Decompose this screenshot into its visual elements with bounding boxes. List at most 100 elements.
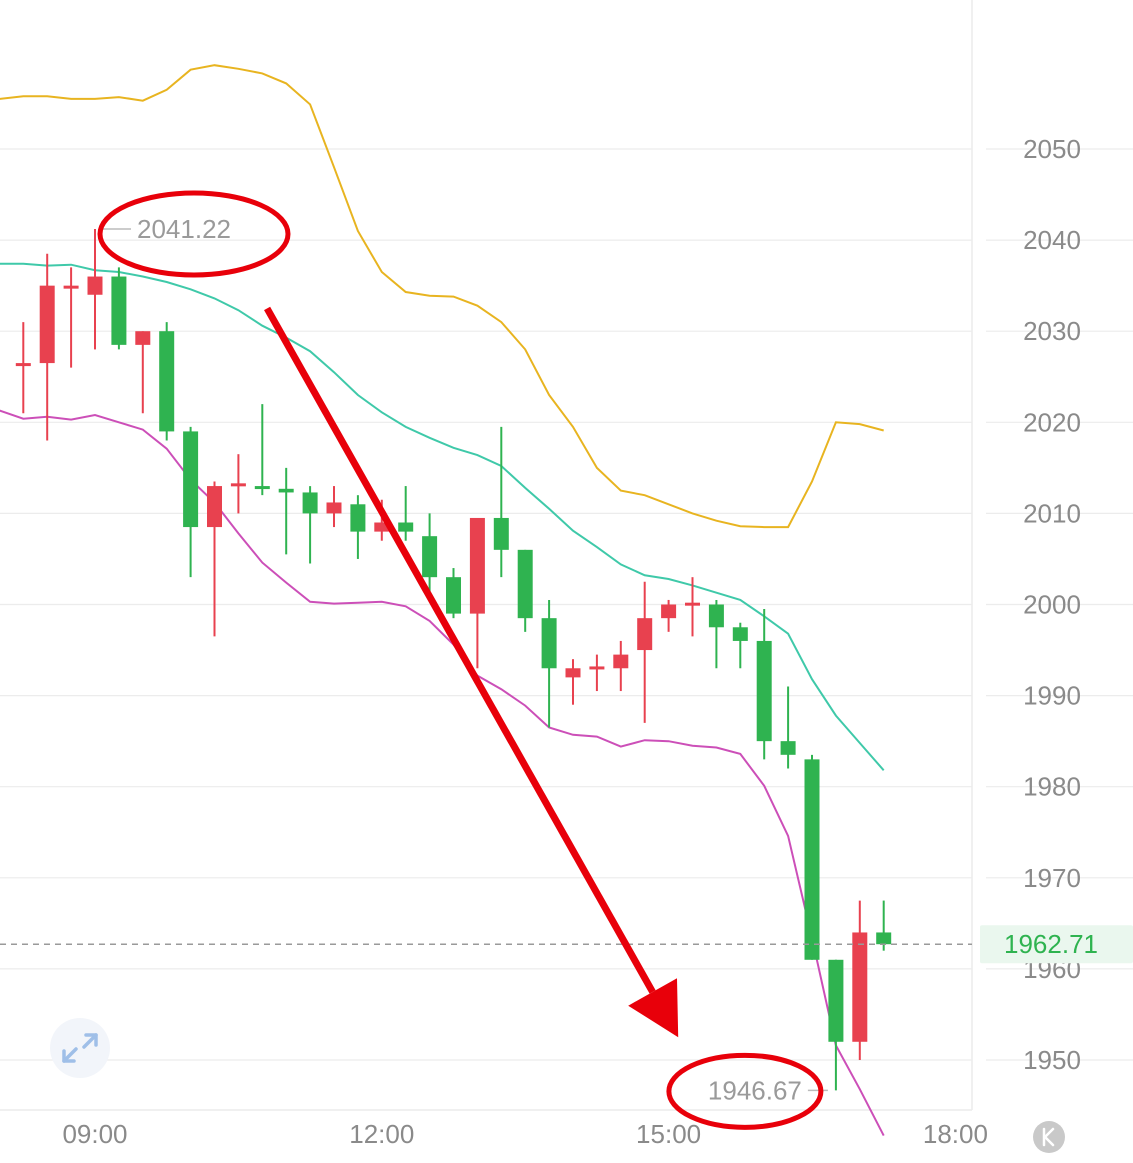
low-price-label: 1946.67 (708, 1075, 802, 1105)
candle-body (852, 932, 868, 1042)
trend-arrow-shaft (264, 306, 656, 994)
candle (517, 549, 533, 632)
annotations: 2041.22 1946.67 (97, 190, 828, 1130)
candle (446, 568, 461, 619)
candle (469, 517, 485, 669)
candle-body (183, 431, 199, 528)
candle (111, 267, 127, 350)
y-tick-label: 2010 (1023, 498, 1081, 528)
expand-icon (62, 1033, 98, 1063)
candle-body (637, 618, 653, 651)
candle-body (207, 486, 222, 528)
y-tick-label: 1980 (1023, 772, 1081, 802)
candle (852, 900, 868, 1060)
k-logo-icon[interactable] (1033, 1121, 1065, 1153)
candle-body (159, 331, 175, 432)
candle-body (87, 276, 103, 295)
candle-body (708, 604, 724, 628)
candles (15, 228, 892, 1091)
candle (708, 599, 724, 669)
candle-body (278, 488, 294, 493)
candle (422, 513, 438, 596)
y-tick-label: 1950 (1023, 1045, 1081, 1075)
candle-body (517, 549, 533, 619)
current-price-label: 1962.71 (1004, 929, 1098, 959)
candle (350, 495, 366, 559)
candle-body (541, 618, 557, 669)
candle (63, 267, 79, 368)
time-axis: 09:00 12:00 15:00 18:00 (62, 1119, 987, 1149)
candle (804, 754, 820, 960)
candle-body (756, 640, 772, 742)
trend-arrow-head (628, 978, 679, 1038)
candle (207, 481, 222, 637)
x-tick-label: 12:00 (349, 1119, 414, 1149)
candle-body (15, 363, 31, 367)
candle-body (39, 285, 55, 364)
y-tick-label: 2020 (1023, 407, 1081, 437)
candle (159, 322, 175, 441)
candle-body (135, 331, 151, 345)
candle-body (469, 517, 485, 614)
fullscreen-button[interactable] (50, 1018, 110, 1078)
grid-lines (0, 148, 1133, 1061)
k-glyph-icon (1042, 1127, 1055, 1147)
candle-body (350, 504, 366, 532)
candle (613, 640, 629, 692)
candle (589, 654, 605, 692)
candle (39, 253, 55, 441)
high-price-label: 2041.22 (137, 214, 231, 244)
candle (661, 599, 677, 632)
y-tick-label: 1990 (1023, 681, 1081, 711)
candle-body (326, 502, 342, 514)
candle (756, 609, 772, 760)
candle (565, 659, 581, 705)
y-tick-label: 1970 (1023, 863, 1081, 893)
candle-body (828, 959, 844, 1042)
lower-band-line (0, 409, 885, 1137)
candle-body (254, 486, 270, 490)
candle (183, 426, 199, 578)
candle-body (111, 276, 127, 345)
y-tick-label: 2030 (1023, 316, 1081, 346)
x-tick-label: 18:00 (923, 1119, 988, 1149)
candle-body (565, 668, 581, 678)
candle (302, 486, 318, 564)
candle (278, 467, 294, 555)
fullscreen-button-bg[interactable] (50, 1018, 110, 1078)
candle (326, 486, 342, 528)
x-tick-label: 15:00 (636, 1119, 701, 1149)
y-tick-label: 2040 (1023, 225, 1081, 255)
candle-body (876, 932, 892, 945)
candle (685, 577, 700, 637)
candle-body (493, 517, 509, 550)
candle (15, 322, 31, 414)
candle-body (613, 654, 629, 669)
candle-body (422, 536, 438, 578)
candle (135, 331, 151, 414)
candle (828, 959, 844, 1091)
candle-body (63, 285, 79, 289)
candle (87, 228, 103, 350)
candle-body (446, 577, 461, 614)
k-logo-bg[interactable] (1033, 1121, 1065, 1153)
candle-body (589, 666, 605, 670)
upper-band-line (0, 64, 884, 529)
low-highlight-ellipse (666, 1052, 824, 1130)
candle (541, 599, 557, 728)
candle (732, 622, 748, 669)
y-tick-label: 2000 (1023, 590, 1081, 620)
candle-body (780, 741, 796, 755)
middle-band-line (0, 262, 885, 771)
candle (230, 454, 246, 514)
candle (254, 404, 270, 496)
candle (637, 581, 653, 723)
bollinger-bands (0, 64, 885, 1137)
candle-body (661, 604, 677, 619)
price-axis: 1950196019701980199020002010202020302040… (1023, 134, 1081, 1075)
high-highlight-ellipse (97, 190, 291, 278)
candle (876, 900, 892, 951)
candle-body (374, 522, 390, 532)
candle (780, 686, 796, 769)
